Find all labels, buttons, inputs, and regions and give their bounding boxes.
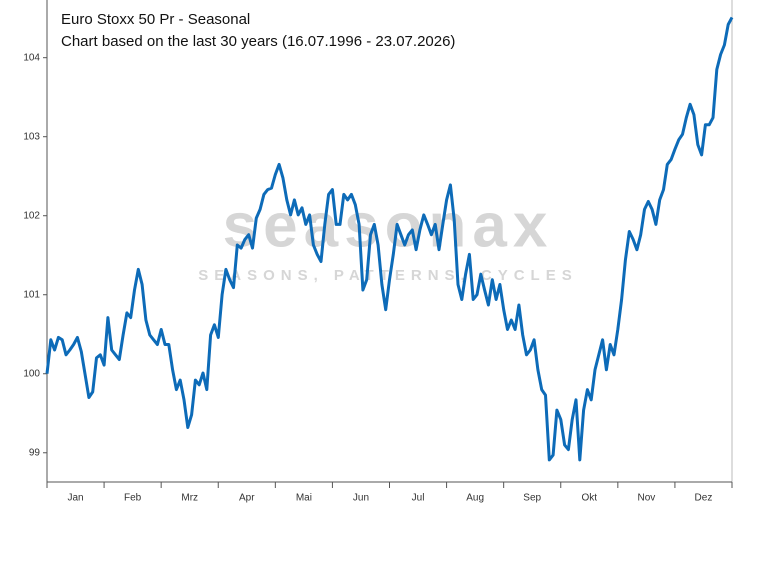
- x-tick-label: Dez: [695, 493, 713, 504]
- x-tick-label: Feb: [124, 493, 142, 504]
- x-tick-label: Aug: [466, 493, 484, 504]
- y-tick-label: 99: [29, 447, 41, 458]
- x-tick-label: Nov: [637, 493, 655, 504]
- y-tick-label: 100: [23, 368, 40, 379]
- x-tick-label: Apr: [239, 493, 255, 504]
- chart-subtitle: Chart based on the last 30 years (16.07.…: [61, 33, 455, 50]
- y-tick-label: 104: [23, 52, 40, 63]
- y-tick-label: 101: [23, 289, 40, 300]
- x-tick-label: Jun: [353, 493, 369, 504]
- x-tick-label: Okt: [582, 493, 598, 504]
- x-tick-label: Mrz: [181, 493, 198, 504]
- y-tick-label: 102: [23, 210, 40, 221]
- chart-title: Euro Stoxx 50 Pr - Seasonal: [61, 11, 250, 28]
- watermark: seasonax: [223, 191, 554, 260]
- y-tick-label: 103: [23, 131, 40, 142]
- x-tick-label: Sep: [523, 493, 541, 504]
- x-tick-label: Jan: [67, 493, 83, 504]
- x-tick-label: Mai: [296, 493, 312, 504]
- x-tick-label: Jul: [412, 493, 425, 504]
- series-line: [45, 16, 734, 462]
